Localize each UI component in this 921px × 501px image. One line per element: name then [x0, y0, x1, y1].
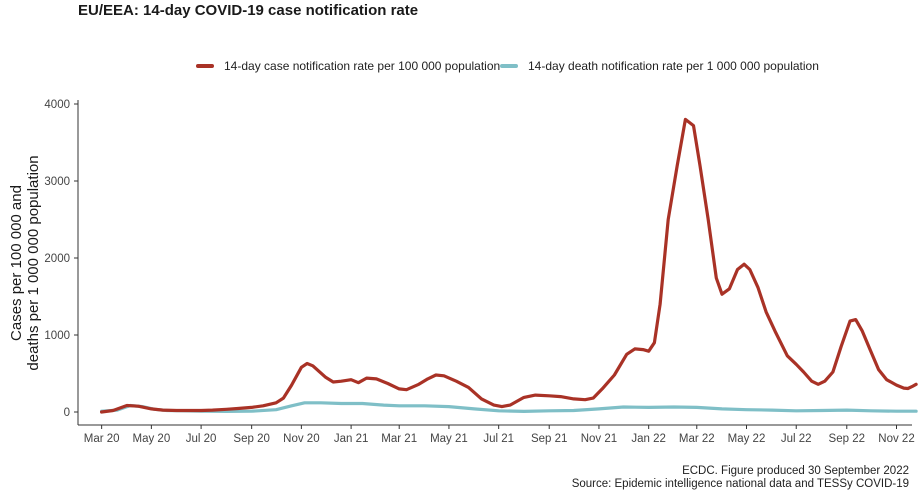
x-tick-label: Jul 21	[483, 433, 514, 445]
caption-line-1: ECDC. Figure produced 30 September 2022	[682, 465, 909, 477]
x-tick-label: Jan 21	[334, 433, 369, 445]
x-tick-label: Jul 22	[781, 433, 812, 445]
y-tick-label: 4000	[44, 99, 70, 111]
x-tick-label: May 22	[728, 433, 766, 445]
y-tick-label: 1000	[44, 330, 70, 342]
legend-swatch-deaths	[500, 64, 518, 68]
caption: ECDC. Figure produced 30 September 2022 …	[572, 465, 909, 491]
series-line-cases	[100, 117, 918, 414]
x-tick-label: Nov 20	[283, 433, 319, 445]
y-tick-label: 0	[64, 407, 70, 419]
x-tick-label: Jul 20	[186, 433, 217, 445]
x-tick-label: Mar 20	[84, 433, 120, 445]
x-tick-label: May 20	[133, 433, 171, 445]
x-tick-label: Sep 22	[829, 433, 865, 445]
legend-item-cases: 14-day case notification rate per 100 00…	[196, 59, 500, 73]
legend-item-deaths: 14-day death notification rate per 1 000…	[500, 59, 819, 73]
y-tick-label: 3000	[44, 176, 70, 188]
x-tick-label: Mar 21	[381, 433, 417, 445]
legend-label-deaths: 14-day death notification rate per 1 000…	[528, 59, 819, 73]
x-tick-label: Mar 22	[679, 433, 715, 445]
x-tick-label: Jan 22	[631, 433, 666, 445]
y-tick-label: 2000	[44, 253, 70, 265]
legend-swatch-cases	[196, 64, 214, 68]
caption-line-2: Source: Epidemic intelligence national d…	[571, 478, 909, 490]
x-tick-label: Nov 22	[878, 433, 914, 445]
legend-label-cases: 14-day case notification rate per 100 00…	[224, 59, 501, 73]
legend: 14-day case notification rate per 100 00…	[0, 59, 921, 77]
x-tick-label: Sep 20	[233, 433, 269, 445]
x-tick-label: Sep 21	[531, 433, 567, 445]
x-tick-label: May 21	[430, 433, 468, 445]
chart-title: EU/EEA: 14-day COVID-19 case notificatio…	[78, 2, 419, 19]
x-tick-label: Nov 21	[581, 433, 617, 445]
